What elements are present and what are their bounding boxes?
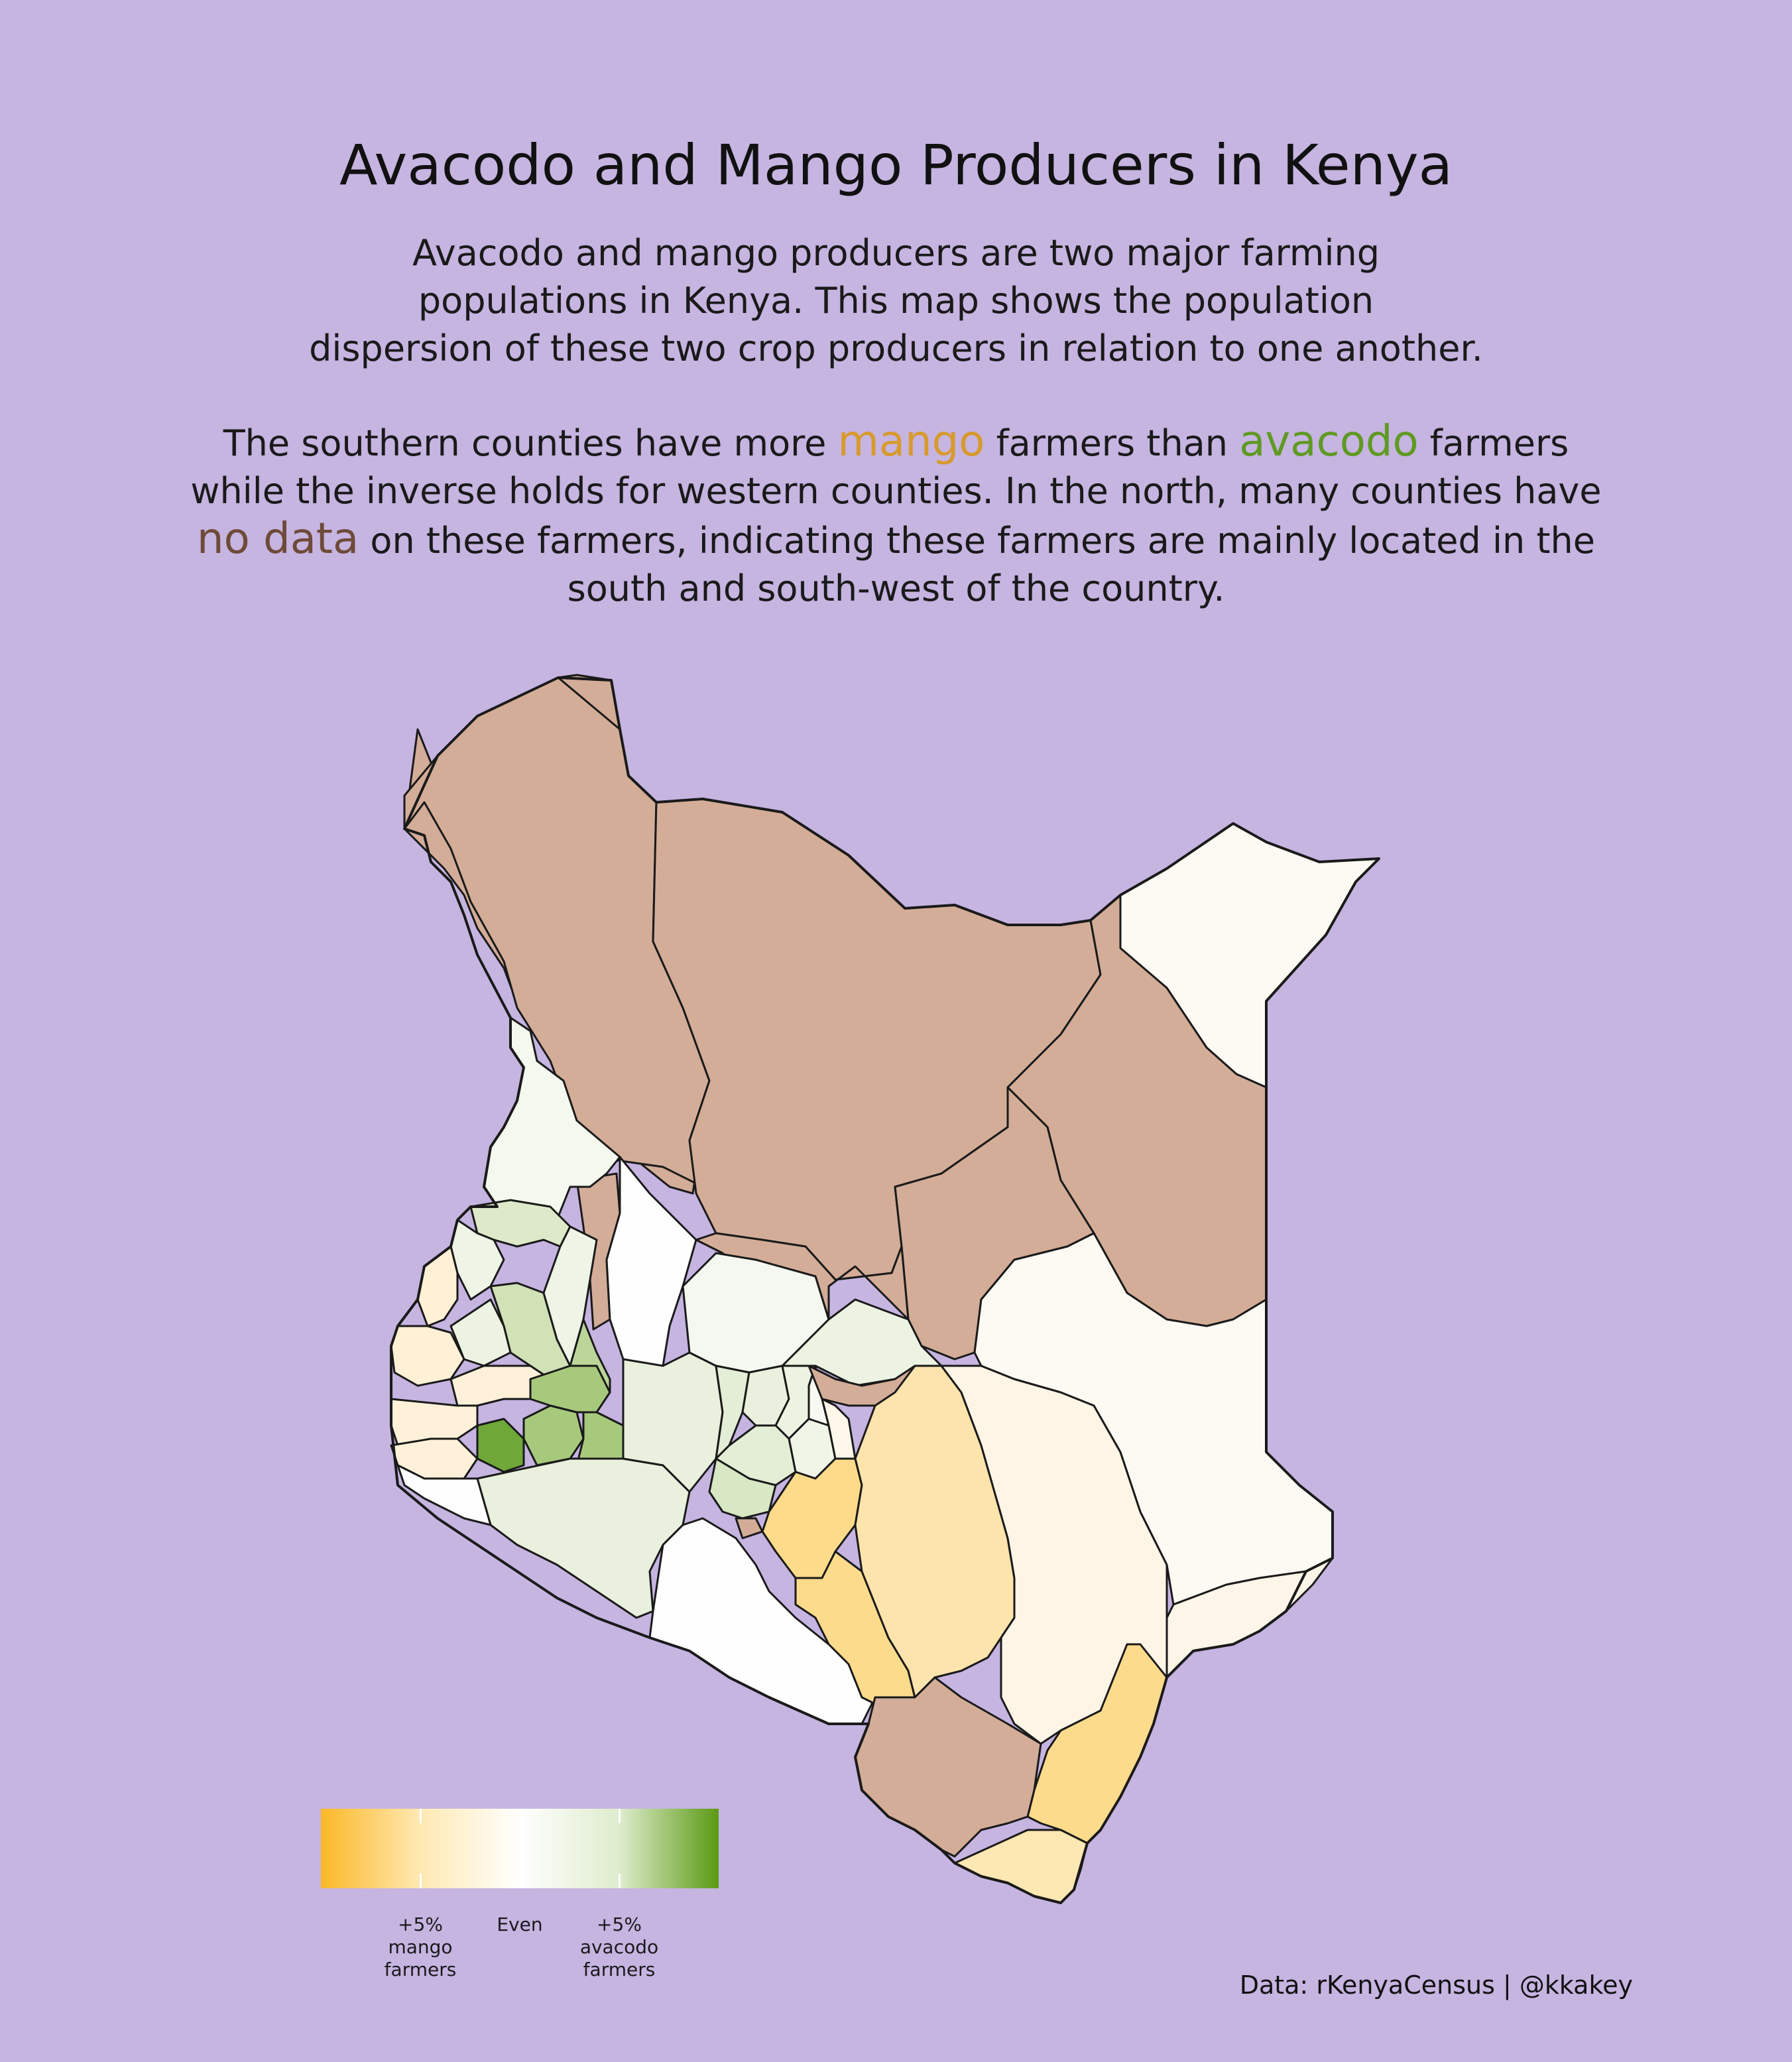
intro-line: dispersion of these two crop producers i… (309, 328, 1483, 369)
county-nandi (569, 1318, 611, 1394)
story-line: The southern counties have more mango fa… (0, 418, 1792, 467)
county-nyamira (522, 1404, 585, 1467)
county-vihiga (449, 1298, 512, 1367)
source-credit: Data: rKenyaCensus | @kkakey (1239, 1971, 1633, 2000)
story-text: farmers (1429, 422, 1569, 464)
color-scale-legend (321, 1809, 719, 1888)
county-siaya (390, 1325, 465, 1387)
legend-tick (619, 1874, 621, 1888)
intro-paragraph: Avacodo and mango producers are two majo… (0, 229, 1792, 373)
county-kiambu (708, 1457, 777, 1520)
intro-line: Avacodo and mango producers are two majo… (412, 232, 1380, 274)
no-data-highlight: no data (197, 515, 359, 564)
story-text: on these farmers, indicating these farme… (370, 520, 1595, 562)
story-text: The southern counties have more (223, 422, 827, 464)
legend-tick (619, 1809, 621, 1823)
map-title: Avacodo and Mango Producers in Kenya (339, 133, 1453, 198)
county-bomet (575, 1411, 625, 1467)
story-line: south and south-west of the country. (567, 568, 1225, 609)
county-mombasa-kwale (953, 1829, 1089, 1904)
kenya-border (390, 676, 1380, 1904)
county-nairobi (735, 1517, 764, 1540)
story-text: farmers than (996, 422, 1228, 464)
legend-tick (420, 1809, 422, 1823)
legend-tick (519, 1874, 521, 1888)
story-line: while the inverse holds for western coun… (190, 470, 1602, 512)
county-isiolo (781, 1298, 943, 1387)
county-kisii (476, 1418, 525, 1473)
legend-label-mango: +5% mango farmers (384, 1913, 457, 1980)
legend-label-avocado: +5% avacodo farmers (579, 1913, 659, 1980)
legend-tick (519, 1809, 521, 1823)
story-line: no data on these farmers, indicating the… (0, 515, 1792, 565)
mango-highlight: mango (837, 417, 985, 466)
county-isiolo-north (894, 1086, 1095, 1361)
intro-line: populations in Kenya. This map shows the… (418, 280, 1374, 322)
county-lake-victoria-shore (396, 1464, 492, 1526)
legend-label-even: Even (497, 1913, 543, 1935)
county-busia (416, 1245, 459, 1327)
story-paragraph: The southern counties have more mango fa… (0, 418, 1792, 613)
legend-tick (420, 1874, 422, 1888)
avocado-highlight: avacodo (1239, 417, 1419, 466)
